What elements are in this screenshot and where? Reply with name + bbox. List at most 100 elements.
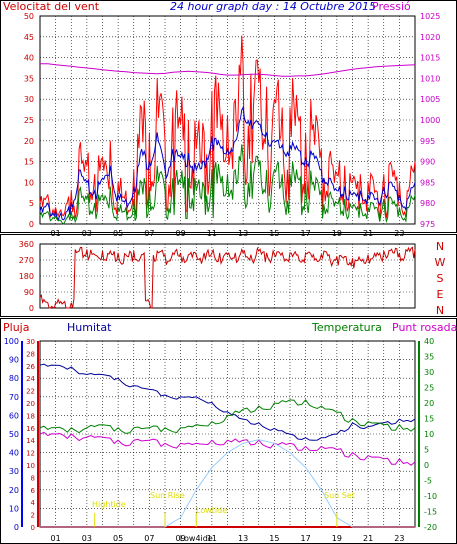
temperature-tick: 15 <box>424 415 434 424</box>
humidity-tick: 40 <box>9 449 19 458</box>
humidity-tick: 80 <box>9 374 19 383</box>
panel1-right-tick: 1005 <box>420 95 440 104</box>
temperature-tick: 40 <box>424 337 434 346</box>
panel3-series <box>39 363 416 528</box>
panel1-right-tick: 975 <box>420 220 435 229</box>
series-humidity <box>39 363 416 441</box>
panel1-left-tick: 45 <box>24 33 34 42</box>
series-min <box>39 144 416 225</box>
humidity-tick: 100 <box>4 337 19 346</box>
rain-tick: 6 <box>31 487 36 495</box>
panel3-x-tick: 05 <box>113 534 123 543</box>
panel1-x-tick: 09 <box>176 229 186 238</box>
humidity-tick: 70 <box>9 393 19 402</box>
panel3-x-tick: 11 <box>207 534 217 543</box>
rain-tick: 4 <box>31 499 36 507</box>
panel1-right-tick: 1010 <box>420 74 440 83</box>
series-average <box>39 105 416 222</box>
panel1-left-tick: 30 <box>24 95 34 104</box>
series-dewpoint <box>39 431 416 466</box>
panel1-right-tick: 980 <box>420 199 435 208</box>
panel1-right-axis-ticks: 1025 1020 1015 1010 1005 1000 995 990 985 980 975 <box>420 12 440 229</box>
compass-letter: N <box>436 304 444 317</box>
panel1-x-tick: 05 <box>113 229 123 238</box>
sunset-label: Sun Set <box>324 491 355 500</box>
temperature-tick: 0 <box>424 461 429 470</box>
hightide-label: Hightide <box>92 500 126 509</box>
panel2-tick: 360 <box>19 240 34 249</box>
panel1-x-tick: 23 <box>394 229 404 238</box>
rain-tick: 20 <box>26 400 35 408</box>
temperature-tick: 10 <box>424 430 434 439</box>
rain-tick: 28 <box>26 350 35 358</box>
temperature-tick: -15 <box>424 508 437 517</box>
series-temperature <box>39 399 416 434</box>
rain-tick: 14 <box>26 437 35 445</box>
panel3-x-tick: 15 <box>269 534 279 543</box>
panel1-x-tick: 19 <box>332 229 342 238</box>
temperature-tick: -10 <box>424 492 437 501</box>
panel2-grid <box>39 243 416 309</box>
temperature-tick: -5 <box>424 477 432 486</box>
panel1-x-tick: 11 <box>207 229 217 238</box>
panel1-right-tick: 1000 <box>420 116 440 125</box>
panel1-x-tick: 13 <box>238 229 248 238</box>
humidity-label: Humitat <box>67 321 112 334</box>
panel3-x-tick: 17 <box>301 534 311 543</box>
panel1-right-tick: 1015 <box>420 54 440 63</box>
humidity-tick: 0 <box>14 523 19 532</box>
panel3-x-tick: 13 <box>238 534 248 543</box>
panel1-x-tick: 03 <box>82 229 92 238</box>
humidity-tick: 20 <box>9 486 19 495</box>
panel1-left-tick: 40 <box>24 54 34 63</box>
rain-tick: 16 <box>26 425 35 433</box>
panel2-tick: 180 <box>19 272 34 281</box>
panel3-x-tick: 09 <box>176 534 186 543</box>
dewpoint-label: Punt rosada <box>392 321 457 334</box>
lowtide-label: Lowtide <box>196 506 227 515</box>
series-gust <box>39 35 416 220</box>
temperature-tick: 25 <box>424 384 434 393</box>
rain-tick: 8 <box>31 474 35 482</box>
panel1-left-tick: 10 <box>24 178 34 187</box>
panel1-right-tick: 985 <box>420 178 435 187</box>
humidity-tick: 60 <box>9 411 19 420</box>
panel2-tick: 270 <box>19 256 34 265</box>
panel1-right-tick: 1025 <box>420 12 440 21</box>
panel1-x-tick: 01 <box>51 229 61 238</box>
panel1-x-axis-ticks: 01 03 05 07 09 11 13 15 17 19 21 23 <box>51 229 405 238</box>
panel3-x-tick: 19 <box>332 534 342 543</box>
panel1-x-tick: 17 <box>301 229 311 238</box>
panel1-x-tick: 21 <box>363 229 373 238</box>
wind-speed-label: Velocitat del vent <box>3 0 100 13</box>
panel1-right-tick: 990 <box>420 158 435 167</box>
panel3-temperature-axis-ticks: 40 35 30 25 20 15 10 5 0 -5 -10 -15 -20 <box>424 337 437 532</box>
compass-letter: N <box>436 240 444 253</box>
panel3-grid <box>21 340 420 528</box>
rain-tick: 0 <box>31 524 35 532</box>
panel1-left-tick: 15 <box>24 158 34 167</box>
panel2-series <box>39 246 416 309</box>
temperature-label: Temperatura <box>311 321 382 334</box>
temperature-tick: 5 <box>424 446 429 455</box>
panel3-x-tick: 23 <box>394 534 404 543</box>
panel1-left-tick: 50 <box>24 12 34 21</box>
rain-tick: 26 <box>26 363 35 371</box>
panel1-right-tick: 1020 <box>420 33 440 42</box>
rain-tick: 18 <box>26 412 35 420</box>
panel1-left-tick: 0 <box>29 220 34 229</box>
lowtide-axis-label: Low4ide <box>180 534 213 543</box>
panel1-series <box>39 35 416 225</box>
rain-tick: 30 <box>26 338 35 346</box>
chart-title: 24 hour graph day : 14 Octubre 2015 <box>170 0 376 13</box>
panel2-y-axis-ticks: 360 270 180 90 0 <box>19 240 34 313</box>
humidity-tick: 30 <box>9 467 19 476</box>
panel3-x-tick: 07 <box>144 534 154 543</box>
panel3-x-tick: 01 <box>51 534 61 543</box>
compass-letter: S <box>437 272 444 285</box>
panel2-tick: 90 <box>24 288 34 297</box>
